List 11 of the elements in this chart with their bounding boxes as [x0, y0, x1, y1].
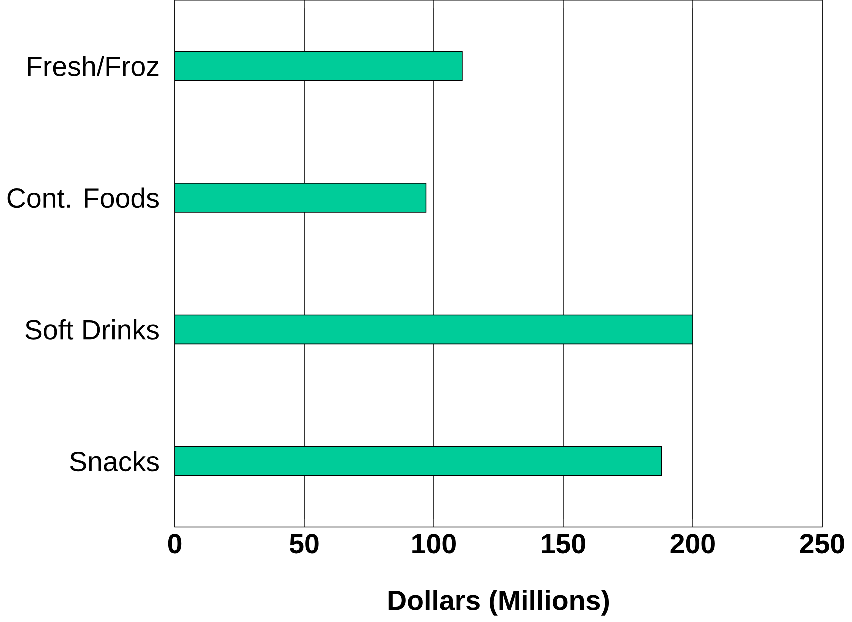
x-tick-label: 0 [168, 534, 182, 554]
y-tick-label: Fresh/Froz [28, 56, 159, 76]
y-tick-label: Cont. Foods [8, 188, 159, 208]
x-tick-label: 100 [412, 534, 456, 554]
x-tick-label: 250 [800, 534, 844, 554]
x-tick-label: 150 [542, 534, 586, 554]
x-tick-label: 200 [670, 534, 715, 554]
y-tick-label: Snacks [70, 451, 159, 472]
y-tick-label: Soft Drinks [26, 319, 159, 340]
x-axis-title: Dollars (Millions) [388, 590, 610, 616]
x-tick-label: 50 [290, 534, 319, 554]
